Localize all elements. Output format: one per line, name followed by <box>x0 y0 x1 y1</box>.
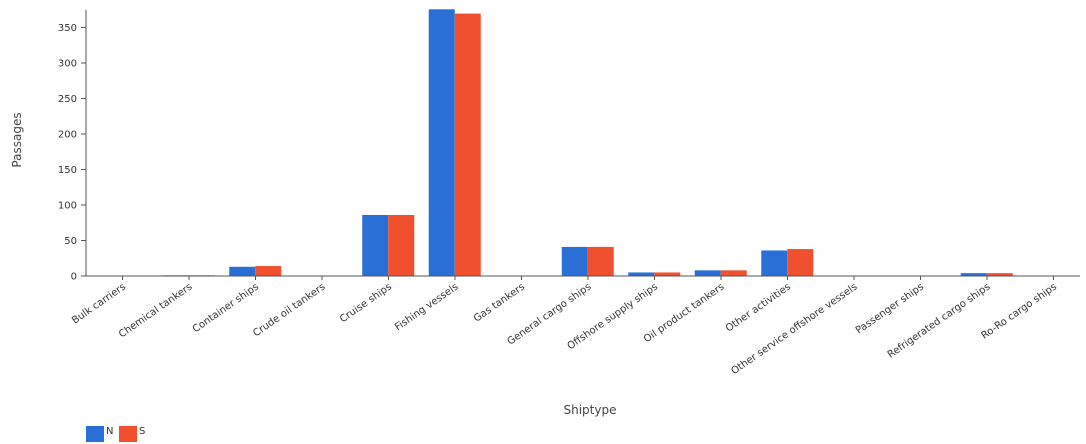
bar-s-9 <box>720 270 747 276</box>
bar-n-10 <box>761 250 788 276</box>
bars-layer <box>162 9 1013 277</box>
y-axis: 0 50 100 150 200 250 300 350 <box>58 10 87 283</box>
x-tick-label: Other activities <box>724 281 793 334</box>
x-tick-label: Crude oil tankers <box>251 281 327 339</box>
legend-label-n: N <box>106 426 113 437</box>
y-tick-label: 100 <box>58 201 77 212</box>
y-tick-label: 50 <box>64 236 77 247</box>
bar-s-7 <box>587 246 614 276</box>
bar-s-2 <box>255 266 282 276</box>
bar-n-9 <box>694 270 721 276</box>
legend-swatch-n <box>86 426 104 442</box>
bar-n-5 <box>428 9 455 276</box>
bar-s-4 <box>388 215 415 276</box>
y-axis-title: Passages <box>10 112 24 167</box>
x-tick-label: Cruise ships <box>338 281 394 325</box>
bar-s-5 <box>454 13 481 277</box>
x-tick-label: Container ships <box>191 281 261 335</box>
y-tick-label: 0 <box>71 272 77 283</box>
y-tick-label: 350 <box>58 23 77 34</box>
x-tick-label: Passenger ships <box>854 281 926 336</box>
y-tick-label: 200 <box>58 130 77 141</box>
x-tick-label: Other service offshore vessels <box>729 281 859 377</box>
bar-s-13 <box>986 273 1013 276</box>
bar-n-2 <box>229 266 256 276</box>
x-tick-label: Fishing vessels <box>393 281 460 333</box>
y-tick-label: 300 <box>58 59 77 70</box>
bar-s-10 <box>787 249 814 276</box>
legend-swatch-s <box>119 426 137 442</box>
x-tick-label: Gas tankers <box>472 281 527 324</box>
legend-label-s: S <box>139 426 145 437</box>
bar-s-8 <box>654 272 681 276</box>
x-tick-label: Bulk carriers <box>70 281 128 326</box>
x-axis-title: Shiptype <box>564 403 617 417</box>
bar-n-8 <box>628 272 655 276</box>
y-tick-label: 150 <box>58 165 77 176</box>
bar-n-13 <box>960 273 987 276</box>
y-tick-label: 250 <box>58 94 77 105</box>
x-tick-label: Chemical tankers <box>117 281 194 340</box>
bar-n-4 <box>362 215 389 276</box>
bar-n-7 <box>561 246 588 276</box>
